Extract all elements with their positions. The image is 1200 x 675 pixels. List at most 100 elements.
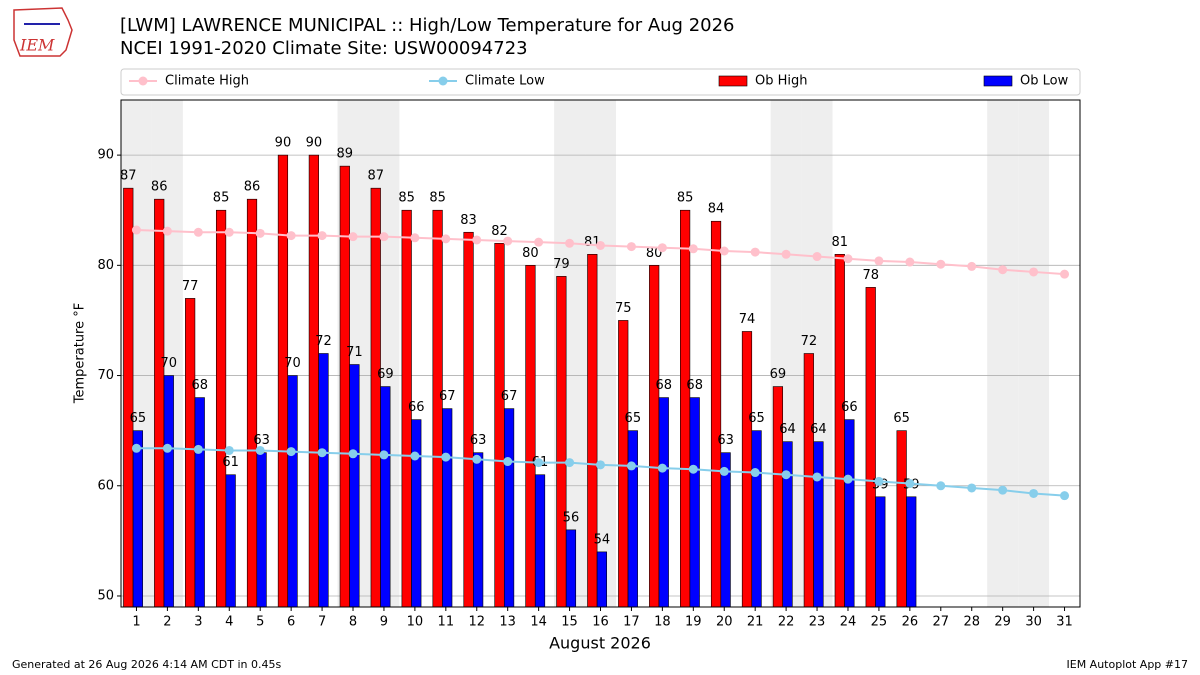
x-tick-label: 17 <box>623 615 640 630</box>
marker <box>874 256 884 266</box>
marker <box>688 244 698 254</box>
bar <box>432 209 443 608</box>
marker <box>286 231 296 241</box>
weekend-band <box>1018 100 1050 607</box>
data-label: 67 <box>439 389 456 404</box>
x-tick-label: 14 <box>530 615 547 630</box>
bar <box>587 254 598 608</box>
x-tick-label: 22 <box>778 615 795 630</box>
y-tick-label: 50 <box>97 588 114 603</box>
bar <box>503 408 515 608</box>
data-label: 61 <box>222 455 239 470</box>
x-tick-label: 24 <box>840 615 857 630</box>
bar <box>896 430 907 608</box>
bar <box>556 276 567 608</box>
x-tick-label: 27 <box>933 615 950 630</box>
bar <box>308 154 319 608</box>
data-label: 69 <box>770 367 787 382</box>
chart-subtitle: NCEI 1991-2020 Climate Site: USW00094723 <box>120 38 528 59</box>
data-label: 85 <box>429 191 446 206</box>
data-label: 64 <box>779 422 796 437</box>
data-label: 87 <box>367 169 384 184</box>
bar <box>277 154 289 608</box>
marker <box>812 252 822 262</box>
marker <box>472 454 482 464</box>
bar <box>246 198 258 608</box>
marker <box>317 231 327 241</box>
marker <box>193 227 203 237</box>
y-tick-label: 80 <box>97 258 114 273</box>
data-label: 68 <box>655 378 672 393</box>
data-label: 63 <box>253 433 270 448</box>
data-label: 77 <box>182 279 199 294</box>
data-label: 78 <box>862 268 879 283</box>
marker <box>1060 491 1070 501</box>
bar <box>751 430 762 608</box>
x-axis-label: August 2026 <box>549 634 651 653</box>
marker <box>503 236 513 246</box>
marker <box>626 461 636 471</box>
bar <box>844 419 855 608</box>
marker <box>750 247 760 257</box>
marker <box>998 485 1008 495</box>
marker <box>224 445 234 455</box>
x-tick-label: 5 <box>256 615 264 630</box>
x-tick-label: 30 <box>1025 615 1042 630</box>
marker <box>874 476 884 486</box>
data-label: 66 <box>841 400 858 415</box>
bar <box>658 397 669 608</box>
data-label: 85 <box>213 191 230 206</box>
marker <box>131 225 141 235</box>
bar <box>380 386 391 608</box>
marker <box>534 458 544 468</box>
legend-box <box>120 68 1081 96</box>
marker <box>936 481 946 491</box>
marker <box>348 449 358 459</box>
data-label: 85 <box>677 191 694 206</box>
data-label: 65 <box>130 411 147 426</box>
marker <box>255 228 265 238</box>
x-tick-label: 3 <box>194 615 202 630</box>
x-tick-label: 15 <box>561 615 578 630</box>
marker <box>348 232 358 242</box>
bar <box>565 529 577 608</box>
marker <box>657 463 667 473</box>
marker <box>224 227 234 237</box>
marker <box>441 234 451 244</box>
marker <box>719 246 729 256</box>
marker <box>936 259 946 269</box>
data-label: 65 <box>893 411 910 426</box>
marker <box>286 447 296 457</box>
data-label: 90 <box>306 136 323 151</box>
bar <box>370 187 381 608</box>
x-tick-label: 2 <box>163 615 171 630</box>
data-label: 75 <box>615 301 632 316</box>
marker <box>193 444 203 454</box>
plot-frame <box>120 99 1081 608</box>
marker <box>905 479 915 489</box>
data-label: 86 <box>244 180 261 195</box>
x-tick-label: 8 <box>349 615 357 630</box>
bar <box>618 320 629 608</box>
logo: IEM <box>13 7 73 57</box>
data-label: 70 <box>284 356 301 371</box>
marker <box>905 257 915 267</box>
data-label: 65 <box>748 411 765 426</box>
marker <box>596 240 605 250</box>
logo-text: IEM <box>19 36 55 55</box>
marker <box>534 237 544 247</box>
bar <box>349 364 360 608</box>
bar <box>287 375 298 608</box>
data-label: 72 <box>315 334 332 349</box>
bar <box>194 397 205 608</box>
x-tick-label: 23 <box>809 615 826 630</box>
x-tick-label: 19 <box>685 615 702 630</box>
data-label: 82 <box>491 224 508 239</box>
data-label: 79 <box>553 257 570 272</box>
bar <box>442 408 453 608</box>
x-tick-label: 16 <box>592 615 609 630</box>
data-label: 86 <box>151 180 168 195</box>
data-label: 81 <box>832 235 849 250</box>
y-tick-label: 60 <box>97 478 114 493</box>
y-tick-label: 70 <box>97 368 114 383</box>
